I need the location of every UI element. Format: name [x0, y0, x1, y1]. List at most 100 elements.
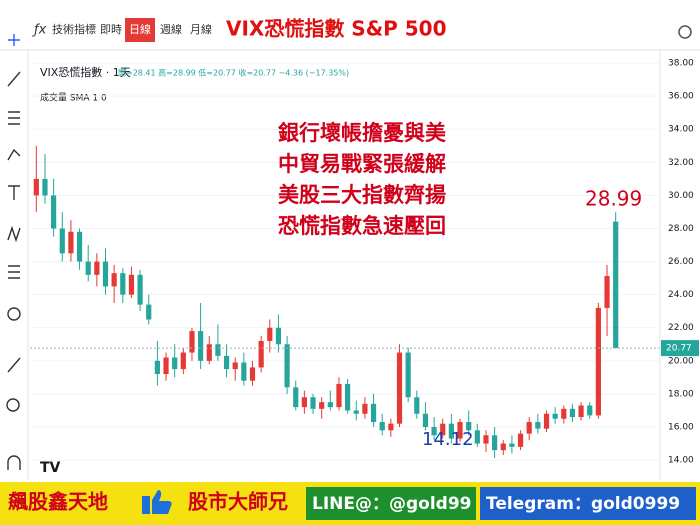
toolbar-item[interactable]: 即時: [100, 23, 122, 36]
candle-body: [345, 383, 351, 411]
active-tab: [125, 18, 155, 42]
legend-title: VIX恐慌指數 · 1天: [40, 65, 131, 79]
candle-body: [517, 433, 524, 447]
candle-body: [111, 273, 117, 287]
fx-icon[interactable]: ƒx: [31, 23, 47, 38]
candle-body: [275, 327, 282, 345]
pattern-tool[interactable]: [7, 225, 21, 243]
y-tick-label: 28.00: [668, 224, 694, 234]
candle-body: [526, 422, 532, 434]
toolbar-item[interactable]: 日線: [129, 22, 151, 36]
fib-tool[interactable]: [8, 111, 20, 125]
annotation-line: 銀行壞帳擔憂與美: [278, 121, 446, 145]
candle-body: [301, 397, 307, 408]
y-tick-label: 34.00: [668, 125, 694, 135]
candle-body: [120, 273, 126, 295]
ohlc-text: 開=28.41 高=28.99 低=20.77 收=20.77 −4.36 (−…: [118, 68, 349, 78]
candle-body: [414, 397, 420, 414]
candle-body: [457, 422, 463, 439]
indicator-label: 成交量 SMA 1 0: [40, 92, 107, 104]
low-annotation: 14.12: [422, 429, 474, 450]
candle-body: [137, 274, 143, 305]
thumb-icon: [142, 490, 172, 514]
candle-body: [535, 422, 541, 429]
last-price-label: 20.77: [666, 344, 692, 354]
y-tick-label: 18.00: [668, 389, 694, 399]
emoji-tool[interactable]: [7, 307, 21, 321]
magnet-tool[interactable]: [7, 455, 21, 470]
y-tick-label: 30.00: [668, 191, 694, 201]
candle-body: [431, 426, 437, 436]
line-tool[interactable]: [7, 71, 21, 87]
candle-body: [370, 403, 377, 423]
toolbar-item[interactable]: 技術指標: [52, 22, 96, 36]
candle-body: [336, 383, 342, 408]
candle-body: [163, 357, 169, 375]
candle-body: [388, 423, 394, 431]
banner-line: LINE@：@gold99: [312, 494, 472, 514]
candle-body: [595, 307, 601, 416]
candle-body: [448, 423, 454, 439]
candle-body: [483, 435, 489, 444]
telegram-box: [480, 487, 696, 520]
candle-body: [578, 405, 584, 418]
candle-body: [405, 352, 411, 398]
toolbar-item[interactable]: 月線: [190, 22, 212, 36]
zoom-tool[interactable]: [6, 398, 20, 412]
candle-body: [440, 423, 446, 436]
candle-body: [154, 360, 160, 375]
chart-title: VIX恐慌指數 S&P 500: [226, 17, 447, 41]
candle-body: [33, 178, 39, 196]
y-tick-label: 14.00: [668, 456, 694, 466]
candle-body: [94, 261, 100, 275]
tv-logo: TV: [40, 460, 61, 476]
candle-body: [198, 331, 204, 361]
y-tick-label: 22.00: [668, 323, 694, 333]
candle-body: [561, 408, 567, 419]
candle-body: [604, 275, 610, 308]
candle-body: [249, 367, 256, 381]
measure-tool[interactable]: [8, 265, 20, 279]
candle-body: [146, 304, 152, 320]
y-tick-label: 20.00: [668, 356, 694, 366]
ruler-tool[interactable]: [7, 357, 21, 373]
candle-body: [180, 352, 186, 370]
candle-body: [293, 387, 299, 408]
banner-telegram: Telegram：gold0999: [486, 494, 680, 514]
banner-middle: 股市大師兄: [188, 490, 288, 514]
candle-body: [189, 331, 195, 353]
candle-body: [42, 178, 48, 196]
candle-body: [284, 344, 290, 388]
toolbar-item[interactable]: 週線: [160, 22, 182, 36]
candle-body: [569, 408, 576, 418]
candle-body: [68, 231, 74, 254]
candle-body: [379, 422, 385, 431]
candle-body: [51, 195, 57, 229]
candle-body: [215, 344, 221, 356]
text-tool[interactable]: [8, 185, 20, 200]
candle-body: [353, 410, 359, 414]
y-tick-label: 26.00: [668, 257, 694, 267]
candle-body: [102, 261, 109, 287]
candle-body: [552, 413, 558, 419]
last-price-box: [661, 340, 699, 357]
candle-body: [85, 261, 91, 275]
settings-icon[interactable]: [678, 25, 692, 39]
brush-tool[interactable]: [7, 148, 21, 161]
candle-body: [466, 422, 472, 431]
y-tick-label: 36.00: [668, 92, 694, 102]
crosshair-icon[interactable]: [8, 34, 20, 46]
sidebar-icons: [6, 34, 21, 470]
candle-body: [509, 443, 515, 447]
y-tick-label: 32.00: [668, 158, 694, 168]
high-annotation: 28.99: [585, 187, 642, 211]
candle-body: [422, 413, 429, 427]
candle-body: [319, 402, 325, 409]
candle-body: [500, 443, 506, 451]
candle-body: [241, 362, 247, 381]
annotation-line: 中貿易戰緊張緩解: [278, 152, 446, 176]
candle-body: [310, 397, 316, 409]
candle-body: [327, 402, 333, 408]
